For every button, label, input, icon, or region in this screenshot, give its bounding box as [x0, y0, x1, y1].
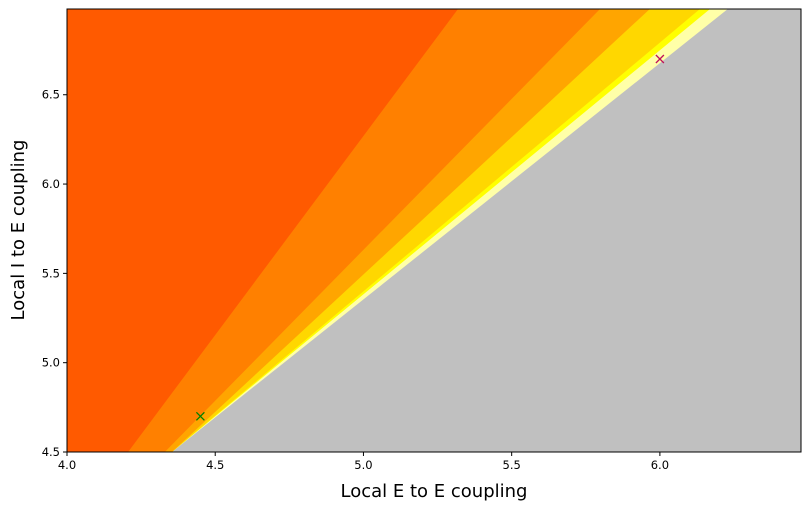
marker	[655, 54, 665, 64]
y-tick-label: 5.0	[42, 356, 60, 370]
marker	[195, 411, 205, 421]
y-axis-label: Local I to E coupling	[8, 140, 29, 321]
x-tick-label: 4.0	[58, 458, 76, 472]
y-tick-label: 6.0	[42, 177, 60, 191]
x-axis-label: Local E to E coupling	[341, 481, 528, 502]
y-tick-label: 4.5	[42, 445, 60, 459]
x-tick-label: 4.5	[206, 458, 224, 472]
plot-frame	[66, 8, 802, 453]
contour-region	[67, 9, 459, 452]
x-tick-label: 6.0	[651, 458, 669, 472]
x-tick-label: 5.0	[354, 458, 372, 472]
y-tick-label: 6.5	[42, 88, 60, 102]
x-tick-label: 5.5	[503, 458, 521, 472]
y-tick-label: 5.5	[42, 266, 60, 280]
